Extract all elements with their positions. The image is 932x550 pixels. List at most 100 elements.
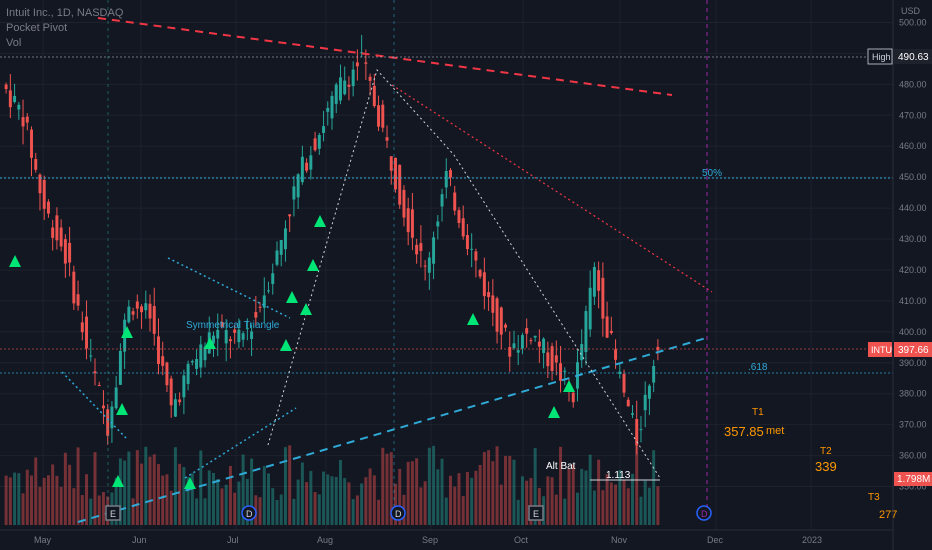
time-tick: Jul: [227, 535, 239, 545]
volume-bar: [512, 459, 516, 525]
candle-body: [389, 156, 393, 171]
event-badge[interactable]: D: [241, 505, 257, 521]
candle-body: [199, 344, 203, 368]
volume-bar: [190, 473, 194, 525]
candle-body: [338, 77, 342, 101]
price-tick: 450.00: [899, 172, 927, 182]
svg-text:INTU: INTU: [871, 345, 892, 355]
volume-bar: [423, 481, 427, 525]
volume-bar: [529, 478, 533, 525]
candle-body: [440, 194, 444, 207]
svg-text:D: D: [701, 509, 708, 519]
svg-text:490.63: 490.63: [898, 52, 929, 63]
candle-body: [17, 104, 21, 110]
candle-body: [80, 322, 84, 333]
volume-bar: [85, 474, 89, 525]
volume-bar: [283, 447, 287, 525]
volume-bar: [554, 494, 558, 525]
candle-body: [76, 294, 80, 306]
candle-body: [402, 189, 406, 218]
volume-bar: [42, 477, 46, 525]
candle-body: [173, 399, 177, 417]
candle-body: [377, 105, 381, 127]
event-badge[interactable]: D: [390, 505, 406, 521]
volume-bar: [508, 455, 512, 525]
symbol-title[interactable]: Intuit Inc., 1D, NASDAQ: [6, 7, 124, 19]
candle-body: [144, 303, 148, 311]
drawing-layer: [0, 0, 893, 523]
candle-body: [478, 270, 482, 277]
candle-body: [427, 257, 431, 273]
candle-body: [326, 107, 330, 112]
volume-bar: [156, 464, 160, 525]
volume-bar: [440, 458, 444, 525]
candle-body: [652, 365, 656, 383]
candle-body: [245, 328, 249, 330]
candle-body: [46, 201, 50, 214]
volume-bar: [597, 459, 601, 525]
candle-body: [165, 362, 169, 386]
indicator-pocket-pivot[interactable]: Pocket Pivot: [6, 22, 68, 34]
volume-bar: [457, 473, 461, 525]
svg-text:E: E: [110, 509, 116, 519]
candle-body: [453, 192, 457, 211]
volume-bar: [351, 499, 355, 525]
candle-body: [334, 84, 338, 104]
candle-body: [93, 371, 97, 374]
event-badge[interactable]: D: [696, 505, 712, 521]
price-tick: 460.00: [899, 141, 927, 151]
candle-body: [584, 311, 588, 353]
volume-bar: [449, 475, 452, 525]
candles: [4, 34, 660, 455]
volume-bar: [398, 468, 402, 525]
volume-bar: [59, 486, 63, 525]
volume-bar: [453, 486, 457, 525]
volume-bar: [639, 496, 643, 525]
candle-body: [635, 419, 639, 446]
candle-body: [364, 62, 368, 64]
svg-text:High: High: [872, 52, 891, 62]
volume-bar: [330, 476, 334, 525]
candle-body: [330, 95, 334, 119]
volume-bar: [487, 450, 491, 525]
indicator-volume[interactable]: Vol: [6, 37, 22, 49]
volume-bar: [419, 487, 423, 525]
volume-bar: [173, 447, 177, 525]
price-tick: 420.00: [899, 265, 927, 275]
price-tick: 470.00: [899, 110, 927, 120]
volume-bar: [76, 447, 80, 525]
t3-value: 277: [879, 509, 897, 521]
volume-bar: [131, 498, 135, 525]
candle-body: [34, 159, 38, 170]
volume-bar: [618, 470, 622, 525]
candle-body: [140, 306, 144, 313]
event-badge[interactable]: E: [105, 505, 121, 521]
volume-bar: [224, 484, 228, 525]
volume-bar: [46, 475, 50, 525]
volume-bar: [144, 446, 148, 525]
candle-body: [533, 335, 537, 338]
volume-bar: [491, 461, 495, 525]
volume-bar: [123, 460, 127, 525]
volume-bar: [635, 446, 639, 525]
volume-bar: [415, 458, 419, 525]
pocket-pivot-signal: [286, 291, 298, 303]
volume-bar: [326, 474, 330, 525]
candle-body: [465, 235, 469, 250]
left-descending: [61, 371, 127, 439]
volume-bar: [516, 499, 520, 525]
event-badge[interactable]: E: [528, 505, 544, 521]
candle-body: [300, 156, 304, 183]
candle-body: [487, 292, 491, 297]
volume-bar: [427, 447, 431, 525]
volume-bar: [152, 454, 156, 525]
candle-body: [97, 384, 101, 386]
candle-body: [546, 352, 550, 367]
candle-body: [224, 330, 228, 344]
candle-body: [554, 355, 558, 363]
volume-bar: [182, 467, 186, 525]
volume-bar: [288, 445, 292, 525]
candle-body: [423, 265, 427, 267]
